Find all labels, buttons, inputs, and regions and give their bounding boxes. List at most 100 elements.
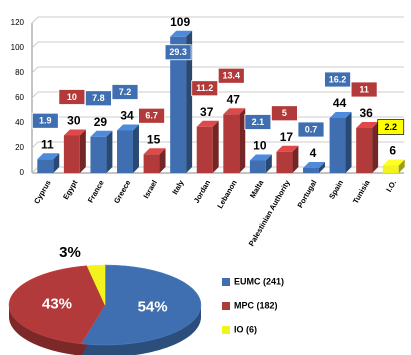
- legend-swatch: [222, 326, 230, 334]
- percent-label: 29.3: [169, 47, 187, 57]
- percent-label: 7.2: [119, 87, 132, 97]
- bar: [143, 154, 160, 173]
- bar-top: [329, 112, 352, 118]
- percent-box: [377, 119, 405, 135]
- x-tick-label: Italy: [170, 178, 186, 196]
- x-tick-label: Tunisia: [351, 178, 372, 205]
- legend-label: EUMC (241): [234, 276, 284, 286]
- bar-top: [276, 145, 299, 152]
- pie-label: 43%: [42, 295, 72, 312]
- bar-top: [382, 159, 405, 166]
- bar: [223, 114, 240, 173]
- y-tick-label: 80: [15, 68, 24, 77]
- percent-box: [85, 90, 112, 107]
- percent-box: [111, 84, 139, 100]
- percent-label: 16.2: [329, 74, 347, 84]
- grid-line: [31, 66, 404, 74]
- value-label: 36: [359, 106, 373, 120]
- percent-label: 11.2: [196, 83, 213, 93]
- percent-box: [31, 112, 59, 129]
- bar: [303, 168, 319, 173]
- percent-label: 0.7: [305, 124, 318, 134]
- bar-side: [292, 145, 299, 173]
- bar-side: [53, 153, 60, 173]
- value-label: 109: [170, 15, 190, 29]
- bar: [382, 165, 399, 173]
- percent-label: 2.1: [252, 117, 265, 127]
- value-label: 44: [333, 96, 347, 110]
- legend-swatch: [222, 278, 230, 286]
- bar: [37, 159, 54, 173]
- value-label: 6: [389, 144, 396, 158]
- y-tick-label: 120: [11, 18, 25, 27]
- bar: [90, 136, 107, 173]
- x-tick-label: France: [86, 178, 106, 204]
- legend-label: IO (6): [234, 324, 257, 334]
- percent-label: 7.8: [92, 93, 105, 103]
- bar-top: [303, 162, 325, 168]
- value-label: 10: [253, 139, 267, 153]
- y-tick-label: 20: [15, 143, 24, 152]
- bar-side: [345, 112, 352, 173]
- value-label: 15: [147, 132, 161, 146]
- bar: [249, 160, 266, 173]
- bar: [63, 135, 80, 173]
- y-tick-label: 40: [15, 118, 24, 127]
- bar-side: [318, 162, 325, 173]
- percent-label: 2.2: [384, 122, 397, 132]
- x-tick-label: Lebanon: [215, 178, 239, 210]
- bar-top: [223, 108, 246, 115]
- bar: [196, 126, 213, 173]
- value-label: 30: [67, 114, 81, 128]
- bar-top: [117, 124, 139, 131]
- value-label: 11: [41, 137, 54, 151]
- bar-side: [106, 130, 113, 173]
- percent-box: [58, 89, 86, 105]
- bar: [170, 36, 187, 173]
- bar-side: [239, 108, 246, 173]
- x-tick-label: Greece: [112, 178, 133, 205]
- x-tick-label: Malta: [248, 178, 266, 200]
- value-label: 29: [94, 115, 108, 129]
- bar: [276, 151, 293, 173]
- bar-top: [249, 154, 272, 161]
- pie-slice: [8, 265, 106, 345]
- percent-label: 13.4: [223, 71, 241, 81]
- percent-label: 10: [67, 92, 77, 102]
- value-label: 17: [280, 130, 294, 144]
- bar-side: [265, 154, 272, 173]
- bar-side: [132, 124, 139, 173]
- pie-label: 54%: [138, 298, 168, 315]
- bar-side: [186, 30, 193, 173]
- bar: [329, 118, 346, 173]
- pie-slice: [86, 264, 106, 306]
- x-tick-label: Jordan: [192, 178, 213, 205]
- percent-box: [191, 80, 219, 97]
- value-label: 4: [310, 146, 317, 160]
- percent-box: [164, 44, 192, 61]
- percent-box: [271, 105, 298, 122]
- x-tick-label: I.O.: [384, 178, 398, 193]
- bar-top: [143, 148, 166, 155]
- percent-box: [244, 114, 272, 130]
- grid-line: [31, 91, 404, 99]
- x-tick-label: Spain: [327, 178, 345, 201]
- percent-box: [217, 67, 245, 84]
- percent-box: [138, 107, 165, 124]
- x-tick-label: Portugal: [295, 178, 318, 209]
- bar-top: [170, 30, 193, 37]
- bar: [356, 128, 373, 173]
- value-label: 34: [120, 109, 134, 123]
- y-tick-label: 60: [15, 93, 24, 102]
- bar-side: [398, 159, 405, 173]
- value-label: 37: [200, 105, 214, 119]
- x-tick-label: Cyprus: [32, 178, 53, 205]
- pie-label: 3%: [59, 244, 81, 261]
- percent-label: 6.7: [145, 111, 158, 121]
- pie-slice: [80, 264, 202, 346]
- bar-top: [196, 120, 219, 127]
- percent-label: 1.9: [39, 116, 52, 126]
- legend-swatch: [222, 302, 230, 310]
- grid-line: [31, 141, 404, 149]
